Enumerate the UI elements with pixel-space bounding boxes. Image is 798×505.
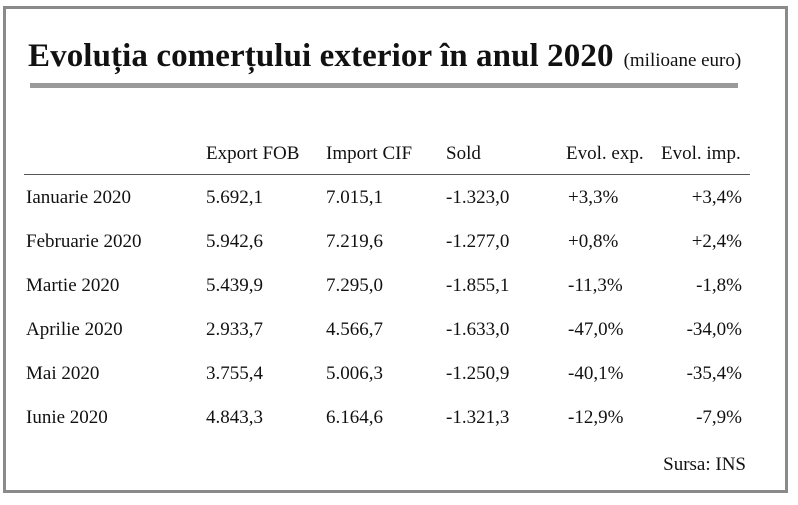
evol-exp-cell: -11,3%	[568, 275, 623, 296]
evol-exp-cell: +3,3%	[568, 187, 619, 208]
export-cell: 3.755,4	[206, 363, 263, 384]
sold-cell: -1.321,3	[446, 407, 510, 428]
month-cell: Februarie 2020	[26, 231, 142, 252]
evol-exp-cell: -40,1%	[568, 363, 624, 384]
table-row: Februarie 2020 5.942,6 7.219,6 -1.277,0 …	[24, 231, 750, 261]
sold-cell: -1.277,0	[446, 231, 510, 252]
header-evol-exp: Evol. exp.	[566, 143, 644, 164]
table-header: Export FOB Import CIF Sold Evol. exp. Ev…	[24, 143, 750, 173]
header-import: Import CIF	[326, 143, 413, 164]
source-note: Sursa: INS	[663, 454, 746, 475]
evol-imp-cell: -35,4%	[686, 363, 742, 384]
sold-cell: -1.633,0	[446, 319, 510, 340]
sold-cell: -1.323,0	[446, 187, 510, 208]
export-cell: 5.942,6	[206, 231, 263, 252]
month-cell: Mai 2020	[26, 363, 100, 384]
table-row: Iunie 2020 4.843,3 6.164,6 -1.321,3 -12,…	[24, 407, 750, 437]
import-cell: 4.566,7	[326, 319, 383, 340]
export-cell: 5.439,9	[206, 275, 263, 296]
unit-label: (milioane euro)	[623, 50, 742, 71]
title-row: Evoluția comerțului exterior în anul 202…	[28, 38, 741, 75]
page-title: Evoluția comerțului exterior în anul 202…	[28, 38, 614, 74]
month-cell: Iunie 2020	[26, 407, 108, 428]
evol-exp-cell: -47,0%	[568, 319, 624, 340]
header-sold: Sold	[446, 143, 481, 164]
evol-imp-cell: +2,4%	[691, 231, 742, 252]
import-cell: 7.219,6	[326, 231, 383, 252]
import-cell: 6.164,6	[326, 407, 383, 428]
import-cell: 7.015,1	[326, 187, 383, 208]
table-row: Martie 2020 5.439,9 7.295,0 -1.855,1 -11…	[24, 275, 750, 305]
header-export: Export FOB	[206, 143, 300, 164]
month-cell: Aprilie 2020	[26, 319, 123, 340]
evol-imp-cell: +3,4%	[691, 187, 742, 208]
export-cell: 2.933,7	[206, 319, 263, 340]
evol-exp-cell: -12,9%	[568, 407, 624, 428]
header-divider	[24, 174, 750, 175]
header-evol-imp: Evol. imp.	[661, 143, 741, 164]
evol-imp-cell: -7,9%	[696, 407, 742, 428]
import-cell: 5.006,3	[326, 363, 383, 384]
title-divider	[30, 83, 738, 88]
evol-imp-cell: -34,0%	[686, 319, 742, 340]
evol-exp-cell: +0,8%	[568, 231, 619, 252]
table-row: Ianuarie 2020 5.692,1 7.015,1 -1.323,0 +…	[24, 187, 750, 217]
sold-cell: -1.855,1	[446, 275, 510, 296]
evol-imp-cell: -1,8%	[696, 275, 742, 296]
month-cell: Martie 2020	[26, 275, 120, 296]
table-row: Mai 2020 3.755,4 5.006,3 -1.250,9 -40,1%…	[24, 363, 750, 393]
export-cell: 5.692,1	[206, 187, 263, 208]
sold-cell: -1.250,9	[446, 363, 510, 384]
import-cell: 7.295,0	[326, 275, 383, 296]
export-cell: 4.843,3	[206, 407, 263, 428]
table-row: Aprilie 2020 2.933,7 4.566,7 -1.633,0 -4…	[24, 319, 750, 349]
month-cell: Ianuarie 2020	[26, 187, 131, 208]
